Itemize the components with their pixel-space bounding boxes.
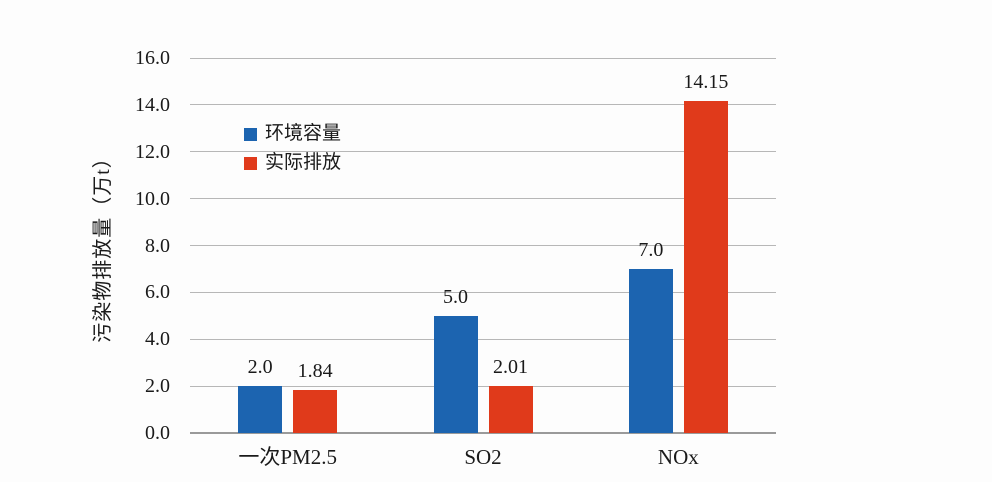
bar bbox=[488, 385, 533, 433]
legend-swatch-actual bbox=[244, 156, 257, 170]
y-tick-label: 0.0 bbox=[145, 422, 170, 444]
y-tick-label: 2.0 bbox=[145, 375, 170, 398]
gridline bbox=[190, 385, 776, 387]
legend-label-actual: 实际排放 bbox=[265, 152, 342, 173]
bar-value-label: 1.84 bbox=[297, 359, 333, 382]
legend: 环境容量 实际排放 bbox=[244, 124, 341, 182]
y-tick-label: 4.0 bbox=[145, 328, 170, 351]
bar-value-label: 2.01 bbox=[493, 355, 528, 378]
x-category-label: 一次PM2.5 bbox=[238, 445, 337, 469]
legend-swatch-capacity bbox=[244, 127, 257, 141]
gridline bbox=[190, 338, 776, 340]
bar-value-label: 2.0 bbox=[247, 356, 273, 379]
gridline bbox=[190, 198, 776, 200]
gridline bbox=[190, 104, 776, 106]
bar bbox=[433, 315, 478, 433]
y-tick-label: 8.0 bbox=[145, 234, 170, 257]
y-tick-label: 6.0 bbox=[145, 281, 170, 304]
x-axis-line bbox=[190, 432, 776, 434]
y-tick-label: 16.0 bbox=[135, 47, 170, 69]
legend-item-capacity: 环境容量 bbox=[244, 124, 341, 144]
bar bbox=[628, 268, 673, 433]
gridline bbox=[190, 151, 776, 153]
bar bbox=[238, 386, 283, 433]
y-tick-label: 10.0 bbox=[135, 187, 170, 210]
bar bbox=[293, 389, 338, 433]
bar-value-label: 5.0 bbox=[443, 285, 468, 308]
y-tick-label: 14.0 bbox=[135, 93, 170, 116]
legend-label-capacity: 环境容量 bbox=[265, 123, 342, 144]
bar-value-label: 7.0 bbox=[638, 238, 664, 261]
gridline bbox=[190, 57, 776, 59]
gridline bbox=[190, 291, 776, 293]
x-category-label: NOx bbox=[657, 445, 699, 469]
plot-area bbox=[190, 57, 776, 434]
bar bbox=[683, 101, 728, 433]
y-tick-label: 12.0 bbox=[135, 140, 170, 163]
gridline bbox=[190, 245, 776, 246]
x-category-label: SO2 bbox=[464, 445, 502, 469]
legend-item-actual: 实际排放 bbox=[244, 153, 341, 173]
bar-value-label: 14.15 bbox=[683, 71, 729, 94]
